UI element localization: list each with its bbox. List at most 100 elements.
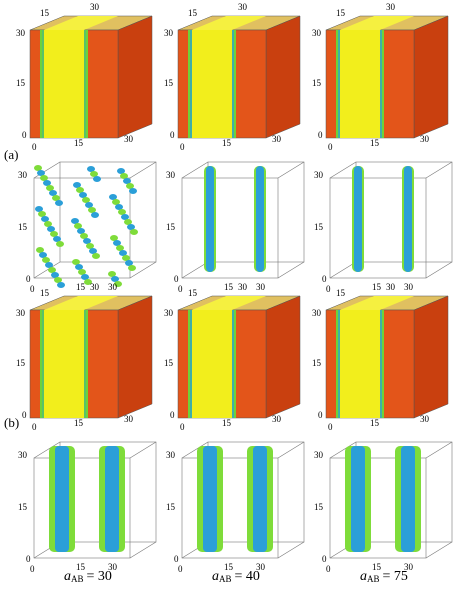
box-edge bbox=[277, 261, 305, 279]
column-label-part: AB bbox=[367, 574, 380, 584]
box-front bbox=[181, 177, 279, 279]
cluster bbox=[108, 271, 116, 277]
cluster bbox=[92, 253, 100, 259]
box-edge bbox=[329, 261, 357, 279]
cluster bbox=[109, 194, 117, 200]
tick-label: 15 bbox=[372, 282, 382, 292]
cluster bbox=[127, 224, 135, 230]
box-edge bbox=[329, 161, 357, 179]
tick-label: 15 bbox=[166, 502, 176, 512]
cluster bbox=[114, 281, 122, 287]
cluster bbox=[45, 262, 53, 268]
blue-layer bbox=[256, 166, 264, 272]
tick-label: 30 bbox=[164, 308, 174, 318]
tick-label: 15 bbox=[76, 282, 86, 292]
tick-label: 30 bbox=[420, 414, 430, 424]
yellow-layer bbox=[44, 30, 84, 138]
tick-label: 30 bbox=[386, 282, 396, 292]
tick-label: 0 bbox=[318, 130, 323, 140]
cluster bbox=[38, 211, 46, 217]
cluster bbox=[74, 223, 82, 229]
cluster bbox=[56, 241, 64, 247]
tick-label: 30 bbox=[124, 414, 134, 424]
yellow-top bbox=[44, 296, 118, 310]
tick-label: 0 bbox=[328, 422, 333, 432]
cluster bbox=[124, 219, 132, 225]
cluster bbox=[47, 226, 55, 232]
tick-label: 15 bbox=[164, 358, 174, 368]
tick-label: 0 bbox=[322, 554, 327, 564]
column-label-part: a bbox=[64, 569, 71, 584]
box-edge bbox=[129, 441, 157, 459]
tick-label: 30 bbox=[90, 2, 100, 12]
cluster bbox=[111, 276, 119, 282]
cluster bbox=[39, 252, 47, 258]
cluster bbox=[44, 221, 52, 227]
tick-label: 15 bbox=[76, 562, 86, 572]
yellow-layer bbox=[340, 30, 380, 138]
column-label: aAB = 40 bbox=[212, 569, 260, 584]
tick-label: 30 bbox=[124, 134, 134, 144]
tick-label: 0 bbox=[170, 410, 175, 420]
cube-side bbox=[413, 295, 449, 419]
cube-side bbox=[265, 295, 301, 419]
tick-label: 30 bbox=[256, 282, 266, 292]
tick-label: 30 bbox=[16, 28, 26, 38]
yellow-top bbox=[192, 16, 266, 30]
yellow-layer bbox=[44, 310, 84, 418]
tick-label: 0 bbox=[178, 284, 183, 294]
box-edge bbox=[129, 541, 157, 559]
box-edge bbox=[129, 261, 157, 279]
tick-label: 15 bbox=[312, 78, 322, 88]
cluster bbox=[77, 228, 85, 234]
tick-label: 15 bbox=[336, 288, 346, 298]
tick-label: 30 bbox=[386, 2, 396, 12]
tick-label: 30 bbox=[314, 170, 324, 180]
cluster bbox=[125, 260, 133, 266]
cluster bbox=[76, 187, 84, 193]
yellow-layer bbox=[192, 310, 232, 418]
row-label: (a) bbox=[4, 147, 18, 162]
tick-label: 0 bbox=[322, 274, 327, 284]
cluster bbox=[57, 282, 65, 288]
box-edge bbox=[129, 161, 157, 179]
blue-layer bbox=[401, 446, 415, 552]
yellow-top bbox=[340, 16, 414, 30]
box-edge bbox=[33, 261, 61, 279]
tick-label: 15 bbox=[224, 282, 234, 292]
cluster bbox=[79, 192, 87, 198]
tick-label: 0 bbox=[22, 130, 27, 140]
tick-label: 15 bbox=[74, 418, 84, 428]
cluster bbox=[37, 170, 45, 176]
cluster bbox=[122, 255, 130, 261]
column-label-part: AB bbox=[71, 574, 84, 584]
box-edge bbox=[425, 541, 453, 559]
tick-label: 15 bbox=[18, 502, 28, 512]
tick-label: 30 bbox=[166, 170, 176, 180]
tick-label: 15 bbox=[164, 78, 174, 88]
tick-label: 30 bbox=[164, 28, 174, 38]
column-label-part: = 30 bbox=[87, 569, 112, 584]
cluster bbox=[51, 272, 59, 278]
cluster bbox=[48, 267, 56, 273]
cluster bbox=[115, 204, 123, 210]
tick-label: 15 bbox=[222, 418, 232, 428]
box-edge bbox=[425, 261, 453, 279]
blue-layer bbox=[55, 446, 69, 552]
tick-label: 15 bbox=[370, 418, 380, 428]
yellow-top bbox=[340, 296, 414, 310]
blue-layer bbox=[206, 166, 214, 272]
box-edge bbox=[425, 161, 453, 179]
box-edge bbox=[181, 161, 209, 179]
tick-label: 30 bbox=[312, 28, 322, 38]
yellow-layer bbox=[340, 310, 380, 418]
cluster bbox=[86, 243, 94, 249]
box-back bbox=[59, 161, 157, 263]
cluster bbox=[128, 265, 136, 271]
cluster bbox=[72, 259, 80, 265]
tick-label: 15 bbox=[16, 358, 26, 368]
cluster bbox=[52, 195, 60, 201]
cluster bbox=[113, 240, 121, 246]
box-edge bbox=[277, 541, 305, 559]
cluster bbox=[87, 166, 95, 172]
